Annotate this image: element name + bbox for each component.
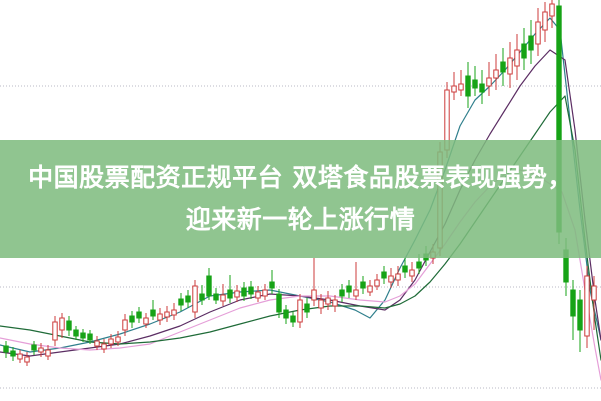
headline-overlay-band: 中国股票配资正规平台 双塔食品股票表现强势， 迎来新一轮上涨行情	[0, 140, 601, 258]
headline-line-1: 中国股票配资正规平台 双塔食品股票表现强势，	[28, 163, 573, 192]
headline-line-2: 迎来新一轮上涨行情	[185, 205, 416, 234]
candlestick-series	[3, 0, 597, 366]
moving-average-lines	[0, 17, 601, 381]
chart-gridlines	[0, 85, 601, 389]
